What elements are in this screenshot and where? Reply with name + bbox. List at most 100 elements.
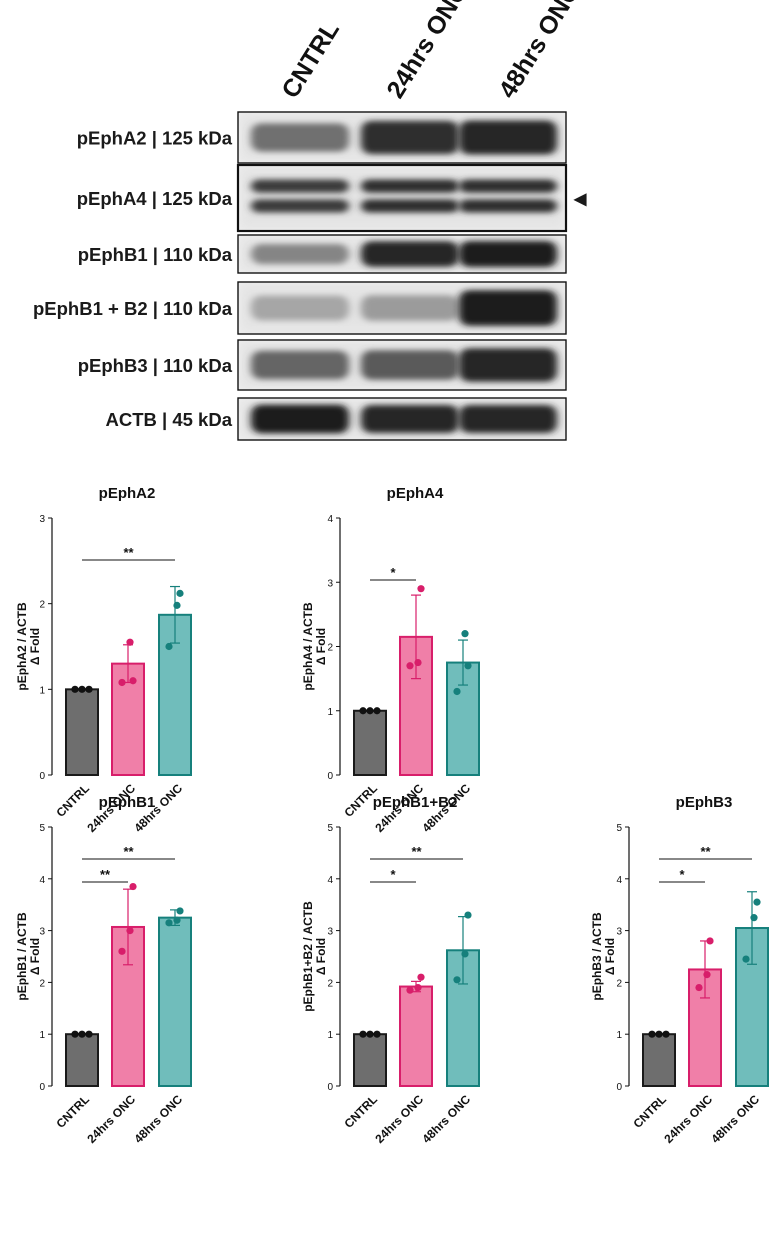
data-point bbox=[176, 907, 184, 915]
data-point bbox=[461, 630, 469, 638]
band-lane-1 bbox=[361, 350, 459, 380]
data-point bbox=[464, 911, 472, 919]
band-lane-0 bbox=[251, 244, 349, 264]
blot-row-label: pEphB3 | 110 kDa bbox=[78, 355, 233, 376]
y-axis-label: pEphA4 / ACTB bbox=[301, 602, 315, 691]
y-tick-label: 1 bbox=[327, 707, 333, 718]
category-label: 24hrs ONC bbox=[372, 1092, 426, 1146]
band-lane-2 bbox=[459, 290, 557, 326]
data-point bbox=[78, 1030, 86, 1038]
chart-title: pEphA2 bbox=[99, 485, 156, 502]
data-point bbox=[655, 1030, 663, 1038]
y-tick-label: 5 bbox=[327, 823, 333, 834]
band-upper-lane-0 bbox=[251, 179, 349, 193]
y-tick-label: 0 bbox=[616, 1082, 622, 1093]
band-lower-lane-2 bbox=[459, 199, 557, 213]
y-tick-label: 2 bbox=[39, 978, 45, 989]
y-tick-label: 0 bbox=[327, 1082, 333, 1093]
data-point bbox=[453, 976, 461, 984]
chart-title: pEphA4 bbox=[387, 485, 444, 502]
data-point bbox=[464, 662, 472, 670]
blot-row-label: pEphB1 | 110 kDa bbox=[78, 244, 233, 265]
category-label: 48hrs ONC bbox=[708, 1092, 762, 1146]
lane-label-2: 48hrs ONC bbox=[493, 0, 585, 103]
data-point bbox=[71, 1030, 79, 1038]
significance-label: ** bbox=[123, 844, 134, 859]
bar-1 bbox=[399, 985, 433, 1088]
category-label: CNTRL bbox=[53, 1092, 92, 1131]
data-point bbox=[373, 1030, 381, 1038]
data-point bbox=[406, 986, 414, 994]
band-lane-1 bbox=[361, 241, 459, 267]
data-point bbox=[417, 973, 425, 981]
chart-title: pEphB1 bbox=[99, 794, 156, 811]
band-lane-1 bbox=[361, 404, 459, 434]
category-label: CNTRL bbox=[630, 1092, 669, 1131]
data-point bbox=[176, 589, 184, 597]
band-lane-0 bbox=[251, 295, 349, 321]
arrowhead-icon: ◀ bbox=[573, 191, 587, 208]
data-point bbox=[706, 937, 714, 945]
y-tick-label: 2 bbox=[39, 600, 45, 611]
y-tick-label: 3 bbox=[39, 514, 45, 525]
data-point bbox=[742, 955, 750, 963]
y-tick-label: 0 bbox=[327, 771, 333, 782]
data-point bbox=[85, 1030, 93, 1038]
bar-2 bbox=[158, 916, 192, 1088]
band-upper-lane-1 bbox=[361, 179, 459, 193]
chart-title: pEphB1+B2 bbox=[373, 794, 458, 811]
chart-title: pEphB3 bbox=[676, 794, 733, 811]
chart-4: pEphB3 0 1 2 3 4 5 pEphB3 / ACTB Δ Fold CNTRL24hr… bbox=[590, 794, 769, 1146]
y-axis-label-secondary: Δ Fold bbox=[314, 938, 328, 975]
category-label: 48hrs ONC bbox=[419, 1092, 473, 1146]
data-point bbox=[366, 1030, 374, 1038]
bar-0 bbox=[353, 1033, 387, 1087]
blot-row-4: pEphB3 | 110 kDa bbox=[78, 339, 567, 391]
y-tick-label: 5 bbox=[39, 823, 45, 834]
data-point bbox=[753, 898, 761, 906]
y-axis-label: pEphA2 / ACTB bbox=[15, 602, 29, 691]
data-point bbox=[750, 914, 758, 922]
y-tick-label: 4 bbox=[327, 514, 333, 525]
band-lane-2 bbox=[459, 404, 557, 434]
blot-row-0: pEphA2 | 125 kDa bbox=[77, 111, 567, 164]
significance-label: * bbox=[390, 565, 396, 580]
y-tick-label: 2 bbox=[616, 978, 622, 989]
y-axis-label-secondary: Δ Fold bbox=[314, 628, 328, 665]
band-lane-1 bbox=[361, 295, 459, 321]
y-tick-label: 3 bbox=[39, 927, 45, 938]
bar-0 bbox=[65, 688, 99, 776]
band-upper-lane-2 bbox=[459, 179, 557, 193]
data-point bbox=[78, 685, 86, 693]
data-point bbox=[373, 707, 381, 715]
bar-0 bbox=[642, 1033, 676, 1087]
data-point bbox=[165, 919, 173, 927]
blot-row-label: pEphA2 | 125 kDa bbox=[77, 128, 233, 149]
data-point bbox=[648, 1030, 656, 1038]
data-point bbox=[406, 662, 414, 670]
significance-label: ** bbox=[700, 844, 711, 859]
data-point bbox=[129, 677, 137, 685]
y-axis-label-secondary: Δ Fold bbox=[28, 628, 42, 665]
y-tick-label: 0 bbox=[39, 771, 45, 782]
y-tick-label: 2 bbox=[327, 643, 333, 654]
category-label: 48hrs ONC bbox=[131, 1092, 185, 1146]
y-tick-label: 3 bbox=[327, 927, 333, 938]
lane-label-1: 24hrs ONC bbox=[381, 0, 473, 103]
y-tick-label: 4 bbox=[327, 875, 333, 886]
data-point bbox=[165, 642, 173, 651]
y-tick-label: 1 bbox=[616, 1030, 622, 1041]
bar-0 bbox=[65, 1033, 99, 1087]
data-point bbox=[118, 678, 126, 687]
data-point bbox=[414, 983, 422, 992]
y-axis-label-secondary: Δ Fold bbox=[28, 938, 42, 975]
chart-2: pEphB1 0 1 2 3 4 5 pEphB1 / ACTB Δ Fold CNTRL24hr… bbox=[15, 794, 192, 1146]
significance-label: * bbox=[679, 867, 685, 882]
y-tick-label: 5 bbox=[616, 823, 622, 834]
category-label: 24hrs ONC bbox=[84, 1092, 138, 1146]
category-label: CNTRL bbox=[341, 1092, 380, 1131]
category-label: 24hrs ONC bbox=[661, 1092, 715, 1146]
lane-label-0: CNTRL bbox=[276, 16, 345, 103]
